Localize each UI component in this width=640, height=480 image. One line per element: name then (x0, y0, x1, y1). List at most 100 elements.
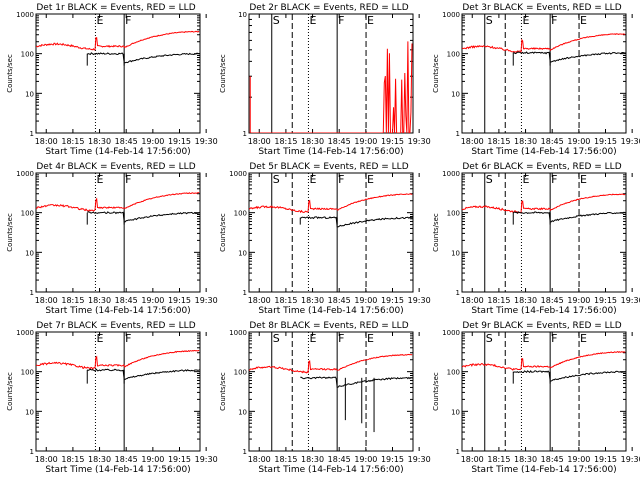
y-tick-label: 1 (456, 448, 460, 456)
y-axis-label: Counts/sec (6, 54, 14, 93)
marker-label: E (580, 173, 587, 186)
x-tick-label: 19:00 (141, 455, 164, 464)
marker-label: E (309, 173, 316, 186)
y-tick-label: 1000 (442, 329, 460, 337)
x-tick-label: 19:15 (381, 137, 404, 146)
panel-title: Det 9r BLACK = Events, RED = LLD (462, 321, 621, 331)
y-tick-label: 10 (451, 408, 460, 416)
x-tick-label: 19:30 (621, 296, 640, 305)
x-tick-label: 18:30 (301, 455, 324, 464)
x-tick-label: 19:30 (408, 296, 431, 305)
x-axis-label: Start Time (14-Feb-14 17:56:00) (471, 306, 616, 316)
series-group (36, 30, 200, 66)
x-tick-label: 19:15 (168, 455, 191, 464)
plot-frame (35, 331, 201, 452)
marker-label: E (309, 14, 316, 27)
y-tick-label: 100 (447, 210, 460, 218)
plot-frame (35, 172, 201, 293)
x-tick-label: 18:00 (461, 455, 484, 464)
y-tick-label: 10 (238, 11, 247, 19)
x-tick-label: 19:15 (381, 455, 404, 464)
panel-title: Det 5r BLACK = Events, RED = LLD (249, 162, 408, 172)
x-tick-label: 18:00 (461, 296, 484, 305)
marker-label: E (96, 332, 103, 345)
x-tick-label: 18:30 (88, 455, 111, 464)
x-tick-label: 19:00 (141, 137, 164, 146)
panel-title: Det 8r BLACK = Events, RED = LLD (249, 321, 408, 331)
series-group (462, 351, 626, 384)
panel-det-4: Det 4r BLACK = Events, RED = LLD Start Ti… (6, 162, 374, 316)
x-tick-label: 19:15 (381, 296, 404, 305)
x-axis-label: Start Time (14-Feb-14 17:56:00) (45, 147, 190, 157)
y-tick-label: 10 (451, 90, 460, 98)
panel-det-1: Det 1r BLACK = Events, RED = LLD Start Ti… (6, 3, 374, 157)
series-group (249, 353, 413, 433)
x-tick-label: 18:30 (514, 455, 537, 464)
x-tick-label: 18:45 (541, 455, 564, 464)
marker-label: S (486, 14, 493, 27)
x-tick-label: 18:15 (274, 137, 297, 146)
y-tick-label: 1 (456, 289, 460, 297)
marker-label: E (522, 332, 529, 345)
x-axis-label: Start Time (14-Feb-14 17:56:00) (258, 147, 403, 157)
marker-label: F (551, 173, 557, 186)
x-axis-label: Start Time (14-Feb-14 17:56:00) (471, 465, 616, 475)
marker-label: E (367, 14, 374, 27)
x-tick-label: 18:45 (328, 296, 351, 305)
x-tick-label: 18:15 (487, 296, 510, 305)
marker-label: E (580, 332, 587, 345)
series-group (249, 41, 413, 133)
y-tick-label: 1000 (442, 170, 460, 178)
x-tick-label: 18:00 (248, 455, 271, 464)
y-tick-label: 1000 (229, 329, 247, 337)
x-axis-label: Start Time (14-Feb-14 17:56:00) (471, 147, 616, 157)
events-series-line (87, 368, 200, 380)
x-axis-label: Start Time (14-Feb-14 17:56:00) (258, 306, 403, 316)
marker-label: S (486, 332, 493, 345)
y-tick-label: 100 (234, 210, 247, 218)
x-tick-label: 18:45 (541, 137, 564, 146)
x-tick-label: 18:45 (328, 455, 351, 464)
marker-label: E (580, 14, 587, 27)
x-tick-label: 19:15 (594, 296, 617, 305)
lld-series-line (251, 41, 413, 133)
panel-title: Det 1r BLACK = Events, RED = LLD (36, 3, 195, 13)
y-tick-label: 1000 (16, 170, 34, 178)
marker-label: F (338, 332, 344, 345)
y-axis-label: Counts/sec (6, 213, 14, 252)
x-tick-label: 18:00 (35, 455, 58, 464)
y-tick-label: 10 (238, 249, 247, 257)
x-tick-label: 19:00 (567, 296, 590, 305)
x-tick-label: 18:30 (514, 296, 537, 305)
x-tick-label: 18:45 (115, 137, 138, 146)
x-tick-label: 19:00 (567, 137, 590, 146)
lld-series-line (462, 193, 626, 214)
marker-label: F (551, 14, 557, 27)
lld-series-line (36, 30, 200, 51)
y-tick-label: 10 (25, 408, 34, 416)
plot-frame (461, 331, 627, 452)
x-axis-label: Start Time (14-Feb-14 17:56:00) (45, 306, 190, 316)
x-tick-label: 19:30 (621, 137, 640, 146)
y-tick-label: 100 (21, 369, 34, 377)
y-axis-label: Counts/sec (6, 372, 14, 411)
x-tick-label: 18:15 (274, 296, 297, 305)
y-tick-label: 100 (234, 369, 247, 377)
series-group (36, 349, 200, 384)
x-tick-label: 18:15 (61, 455, 84, 464)
panel-det-6: Det 6r BLACK = Events, RED = LLD Start Ti… (432, 162, 640, 316)
plot-frame (461, 13, 627, 134)
x-tick-label: 18:30 (514, 137, 537, 146)
x-tick-label: 19:00 (354, 455, 377, 464)
marker-label: F (125, 173, 131, 186)
x-tick-label: 19:30 (195, 137, 218, 146)
marker-label: S (273, 173, 280, 186)
y-tick-label: 1 (456, 130, 460, 138)
events-series-line (513, 51, 626, 63)
y-tick-label: 1 (243, 130, 247, 138)
x-tick-label: 18:45 (328, 137, 351, 146)
y-axis-label: Counts/sec (432, 54, 440, 93)
marker-label: E (309, 332, 316, 345)
x-tick-label: 19:00 (354, 137, 377, 146)
